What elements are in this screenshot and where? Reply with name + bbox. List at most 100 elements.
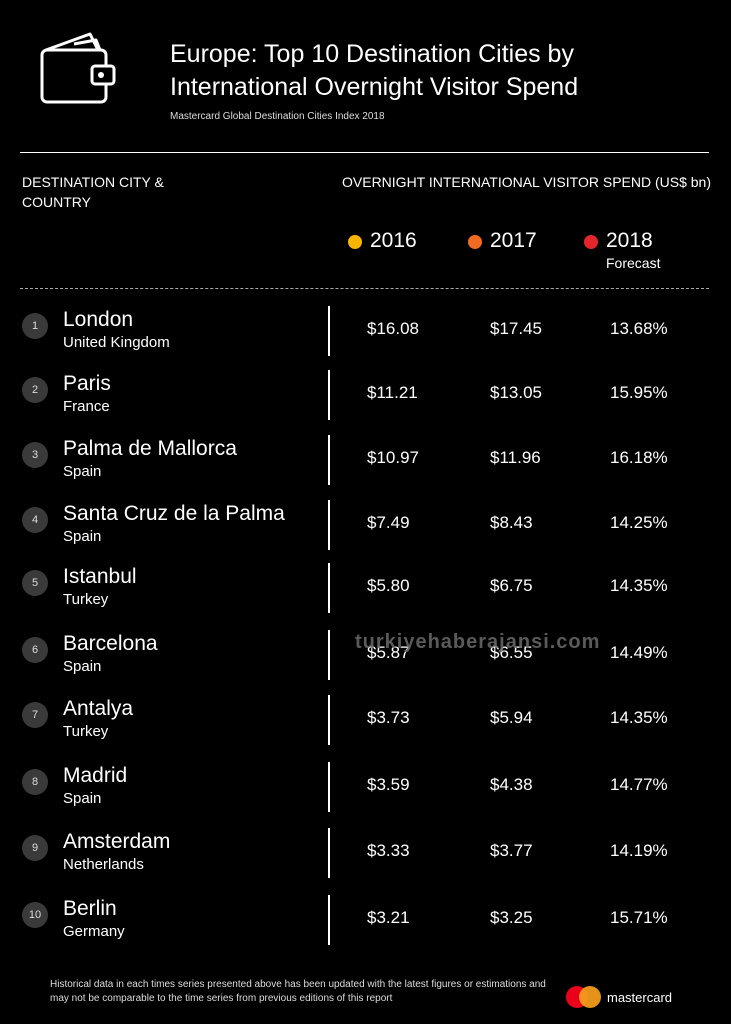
table-row: 7 Antalya Turkey $3.73 $5.94 14.35%	[0, 695, 731, 755]
value-2016: $3.59	[367, 775, 410, 794]
value-2018: 16.18%	[610, 448, 668, 467]
rank-badge: 8	[22, 769, 48, 795]
row-separator	[328, 500, 330, 550]
rank-badge: 5	[22, 570, 48, 596]
table-row: 1 London United Kingdom $16.08 $17.45 13.68%	[0, 306, 731, 366]
table-row: 6 Barcelona Spain $5.87 $6.55 14.49%	[0, 630, 731, 690]
column-header-spend: OVERNIGHT INTERNATIONAL VISITOR SPEND (U…	[342, 174, 711, 190]
country-name: Turkey	[63, 591, 109, 608]
legend-label-2017: 2017	[490, 229, 537, 252]
country-name: Turkey	[63, 723, 109, 740]
country-name: Spain	[63, 790, 102, 807]
country-name: United Kingdom	[63, 334, 170, 351]
value-2016: $10.97	[367, 448, 419, 467]
city-name: London	[63, 308, 134, 331]
rank-badge: 9	[22, 835, 48, 861]
city-name: Paris	[63, 372, 111, 395]
row-separator	[328, 895, 330, 945]
value-2016: $16.08	[367, 319, 419, 338]
row-separator	[328, 306, 330, 356]
value-2016: $5.87	[367, 643, 410, 662]
city-name: Madrid	[63, 764, 128, 787]
value-2018: 14.19%	[610, 841, 668, 860]
value-2017: $5.94	[490, 708, 533, 727]
value-2018: 14.35%	[610, 708, 668, 727]
rank-badge: 10	[22, 902, 48, 928]
country-name: France	[63, 398, 110, 415]
header-divider	[20, 152, 709, 153]
value-2017: $6.55	[490, 643, 533, 662]
country-name: Netherlands	[63, 856, 144, 873]
value-2018: 14.49%	[610, 643, 668, 662]
value-2018: 14.77%	[610, 775, 668, 794]
mastercard-logo: mastercard	[566, 986, 672, 1008]
table-row: 5 Istanbul Turkey $5.80 $6.75 14.35%	[0, 563, 731, 623]
mastercard-wordmark: mastercard	[607, 989, 673, 1005]
value-2017: $4.38	[490, 775, 533, 794]
page-title: Europe: Top 10 Destination Cities by Int…	[170, 38, 578, 104]
page-subtitle: Mastercard Global Destination Cities Ind…	[170, 111, 385, 122]
column-header-city: DESTINATION CITY & COUNTRY	[22, 174, 164, 210]
row-separator	[328, 762, 330, 812]
country-name: Spain	[63, 528, 102, 545]
legend-label-2018: 2018	[606, 229, 653, 252]
row-separator	[328, 695, 330, 745]
table-row: 8 Madrid Spain $3.59 $4.38 14.77%	[0, 762, 731, 822]
rank-badge: 2	[22, 377, 48, 403]
table-row: 4 Santa Cruz de la Palma Spain $7.49 $8.43 14…	[0, 500, 731, 560]
value-2017: $8.43	[490, 513, 533, 532]
table-row: 3 Palma de Mallorca Spain $10.97 $11.96 16.18…	[0, 435, 731, 495]
value-2018: 13.68%	[610, 319, 668, 338]
legend-dot-2018	[584, 235, 598, 249]
country-name: Spain	[63, 658, 102, 675]
value-2017: $3.25	[490, 908, 533, 927]
value-2018: 14.35%	[610, 576, 668, 595]
value-2017: $11.96	[490, 448, 541, 467]
value-2018: 14.25%	[610, 513, 668, 532]
rank-badge: 4	[22, 507, 48, 533]
value-2018: 15.71%	[610, 908, 668, 927]
value-2016: $3.73	[367, 708, 410, 727]
title-line-1: Europe: Top 10 Destination Cities by	[170, 40, 574, 68]
country-name: Germany	[63, 923, 125, 940]
city-name: Santa Cruz de la Palma	[63, 502, 285, 525]
value-2016: $3.33	[367, 841, 410, 860]
legend-sublabel-2018: Forecast	[606, 255, 661, 271]
value-2017: $13.05	[490, 383, 542, 402]
legend-item-2017: 2017	[468, 229, 537, 253]
city-name: Istanbul	[63, 565, 137, 588]
city-name: Berlin	[63, 897, 117, 920]
value-2016: $7.49	[367, 513, 410, 532]
value-2018: 15.95%	[610, 383, 668, 402]
rank-badge: 1	[22, 313, 48, 339]
legend-label-2016: 2016	[370, 229, 417, 252]
table-row: 2 Paris France $11.21 $13.05 15.95%	[0, 370, 731, 430]
legend-item-2016: 2016	[348, 229, 417, 253]
table-divider	[20, 288, 709, 289]
city-name: Antalya	[63, 697, 134, 720]
rank-badge: 7	[22, 702, 48, 728]
value-2017: $17.45	[490, 319, 542, 338]
mastercard-yellow-circle-icon	[579, 986, 601, 1008]
footnote: Historical data in each times series pre…	[50, 979, 546, 1004]
watermark: turkiyehaberajansi.com	[355, 631, 601, 653]
wallet-icon	[40, 32, 116, 104]
table-row: 10 Berlin Germany $3.21 $3.25 15.71%	[0, 895, 731, 955]
value-2016: $3.21	[367, 908, 410, 927]
rank-badge: 3	[22, 442, 48, 468]
row-separator	[328, 828, 330, 878]
legend-dot-2016	[348, 235, 362, 249]
value-2017: $6.75	[490, 576, 533, 595]
row-separator	[328, 563, 330, 613]
city-name: Amsterdam	[63, 830, 171, 853]
row-separator	[328, 370, 330, 420]
country-name: Spain	[63, 463, 102, 480]
row-separator	[328, 630, 330, 680]
table-row: 9 Amsterdam Netherlands $3.33 $3.77 14.19%	[0, 828, 731, 888]
title-line-2: International Overnight Visitor Spend	[170, 73, 579, 101]
legend-dot-2017	[468, 235, 482, 249]
city-name: Palma de Mallorca	[63, 437, 237, 460]
value-2016: $11.21	[367, 383, 418, 402]
rank-badge: 6	[22, 637, 48, 663]
row-separator	[328, 435, 330, 485]
